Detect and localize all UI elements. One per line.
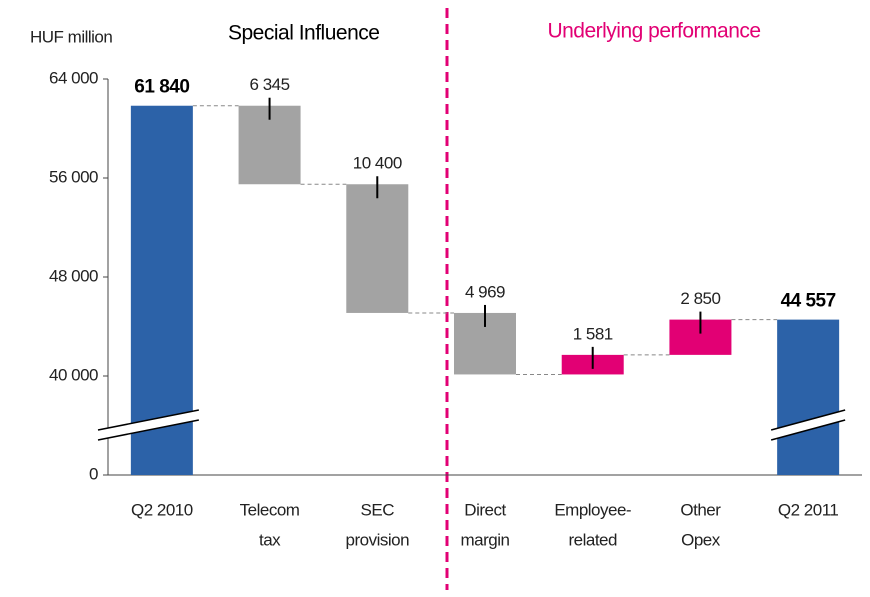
y-tick-label: 48 000	[49, 266, 98, 285]
x-tick-label: provision	[346, 530, 410, 549]
axis-break	[97, 409, 200, 431]
value-label: 1 581	[573, 324, 613, 343]
axis-break	[771, 410, 846, 440]
value-label: 44 557	[781, 291, 836, 312]
group-label: Underlying performance	[547, 20, 760, 43]
x-tick-label: Opex	[681, 530, 721, 549]
x-tick-label: Telecom	[240, 500, 300, 519]
value-label: 2 850	[680, 289, 720, 308]
bar	[346, 184, 409, 313]
x-tick-label: Employee-	[554, 500, 631, 519]
group-label: Special Influence	[228, 22, 379, 45]
y-tick-label: 64 000	[49, 68, 98, 87]
y-tick-label: 56 000	[49, 167, 98, 186]
x-tick-label: Other	[680, 500, 721, 519]
y-tick-label: 0	[89, 464, 98, 483]
x-tick-label: Q2 2011	[778, 500, 839, 519]
x-tick-label: margin	[461, 530, 510, 549]
x-tick-label: tax	[259, 530, 281, 549]
bar	[777, 319, 840, 475]
value-label: 61 840	[134, 77, 189, 98]
y-tick-label: 40 000	[49, 365, 98, 384]
value-label: 10 400	[353, 154, 402, 173]
x-tick-label: Direct	[464, 500, 506, 519]
x-tick-label: Q2 2010	[131, 500, 193, 519]
axis-break	[97, 419, 200, 441]
axis-break	[98, 410, 199, 440]
x-tick-label: related	[568, 530, 617, 549]
x-tick-label: SEC	[361, 500, 395, 519]
axis-break	[770, 409, 846, 431]
unit-label: HUF million	[30, 27, 112, 46]
axis-break	[770, 419, 846, 441]
value-label: 4 969	[465, 282, 505, 301]
value-label: 6 345	[250, 75, 290, 94]
